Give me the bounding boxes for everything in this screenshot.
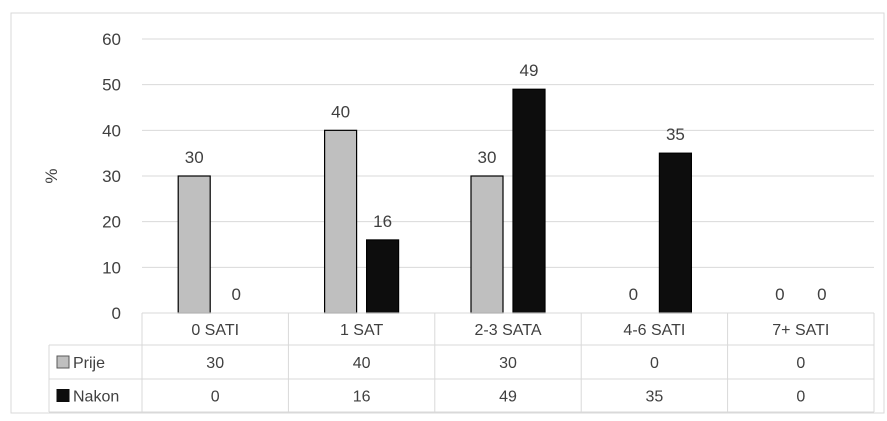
data-label: 49: [520, 61, 539, 80]
bars: [177, 88, 693, 314]
category-label: 1 SAT: [340, 322, 384, 339]
category-label: 2-3 SATA: [475, 322, 542, 339]
table-cell: 16: [353, 389, 371, 406]
category-label: 4-6 SATI: [623, 322, 685, 339]
data-label: 16: [373, 212, 392, 231]
bar: [366, 239, 400, 314]
table-cell: 30: [499, 355, 517, 372]
category-label: 7+ SATI: [772, 322, 829, 339]
legend-label: Nakon: [73, 389, 119, 406]
y-tick-label: 20: [102, 213, 121, 232]
table-cell: 49: [499, 389, 517, 406]
data-label: 0: [629, 285, 638, 304]
table-cell: 0: [650, 355, 659, 372]
y-tick-label: 10: [102, 258, 121, 277]
chart-frame: [10, 12, 885, 414]
data-label: 40: [331, 102, 350, 121]
category-label: 0 SATI: [191, 322, 239, 339]
y-tick-label: 0: [112, 304, 121, 323]
data-label: 0: [817, 285, 826, 304]
data-table: 0 SATI 1 SAT 2-3 SATA 4-6 SATI 7+ SATI Prije 3…: [48, 312, 875, 413]
y-tick-label: 30: [102, 167, 121, 186]
table-cell: 40: [353, 355, 371, 372]
data-labels: 30 0 40 16 30 49 0 35 0 0: [185, 61, 827, 304]
y-tick-label: 60: [102, 30, 121, 49]
y-tick-label: 50: [102, 76, 121, 95]
legend-label: Prije: [73, 355, 105, 372]
data-label: 0: [231, 285, 240, 304]
data-label: 30: [185, 148, 204, 167]
y-tick-label: 40: [102, 121, 121, 140]
legend-swatch: [56, 389, 70, 402]
table-cell: 30: [206, 355, 224, 372]
bar: [658, 152, 693, 314]
y-axis: 0 10 20 30 40 50 60%: [42, 30, 121, 323]
legend-swatch: [56, 355, 70, 369]
data-label: 30: [478, 148, 497, 167]
bar: [512, 88, 546, 314]
y-axis-label: %: [42, 168, 61, 183]
data-label: 35: [666, 125, 685, 144]
table-cell: 0: [211, 389, 220, 406]
table-cell: 35: [646, 389, 664, 406]
bar: [177, 175, 211, 314]
data-label: 0: [775, 285, 784, 304]
bar: [324, 129, 358, 314]
table-cell: 0: [796, 355, 805, 372]
bar: [470, 175, 504, 314]
table-cell: 0: [796, 389, 805, 406]
